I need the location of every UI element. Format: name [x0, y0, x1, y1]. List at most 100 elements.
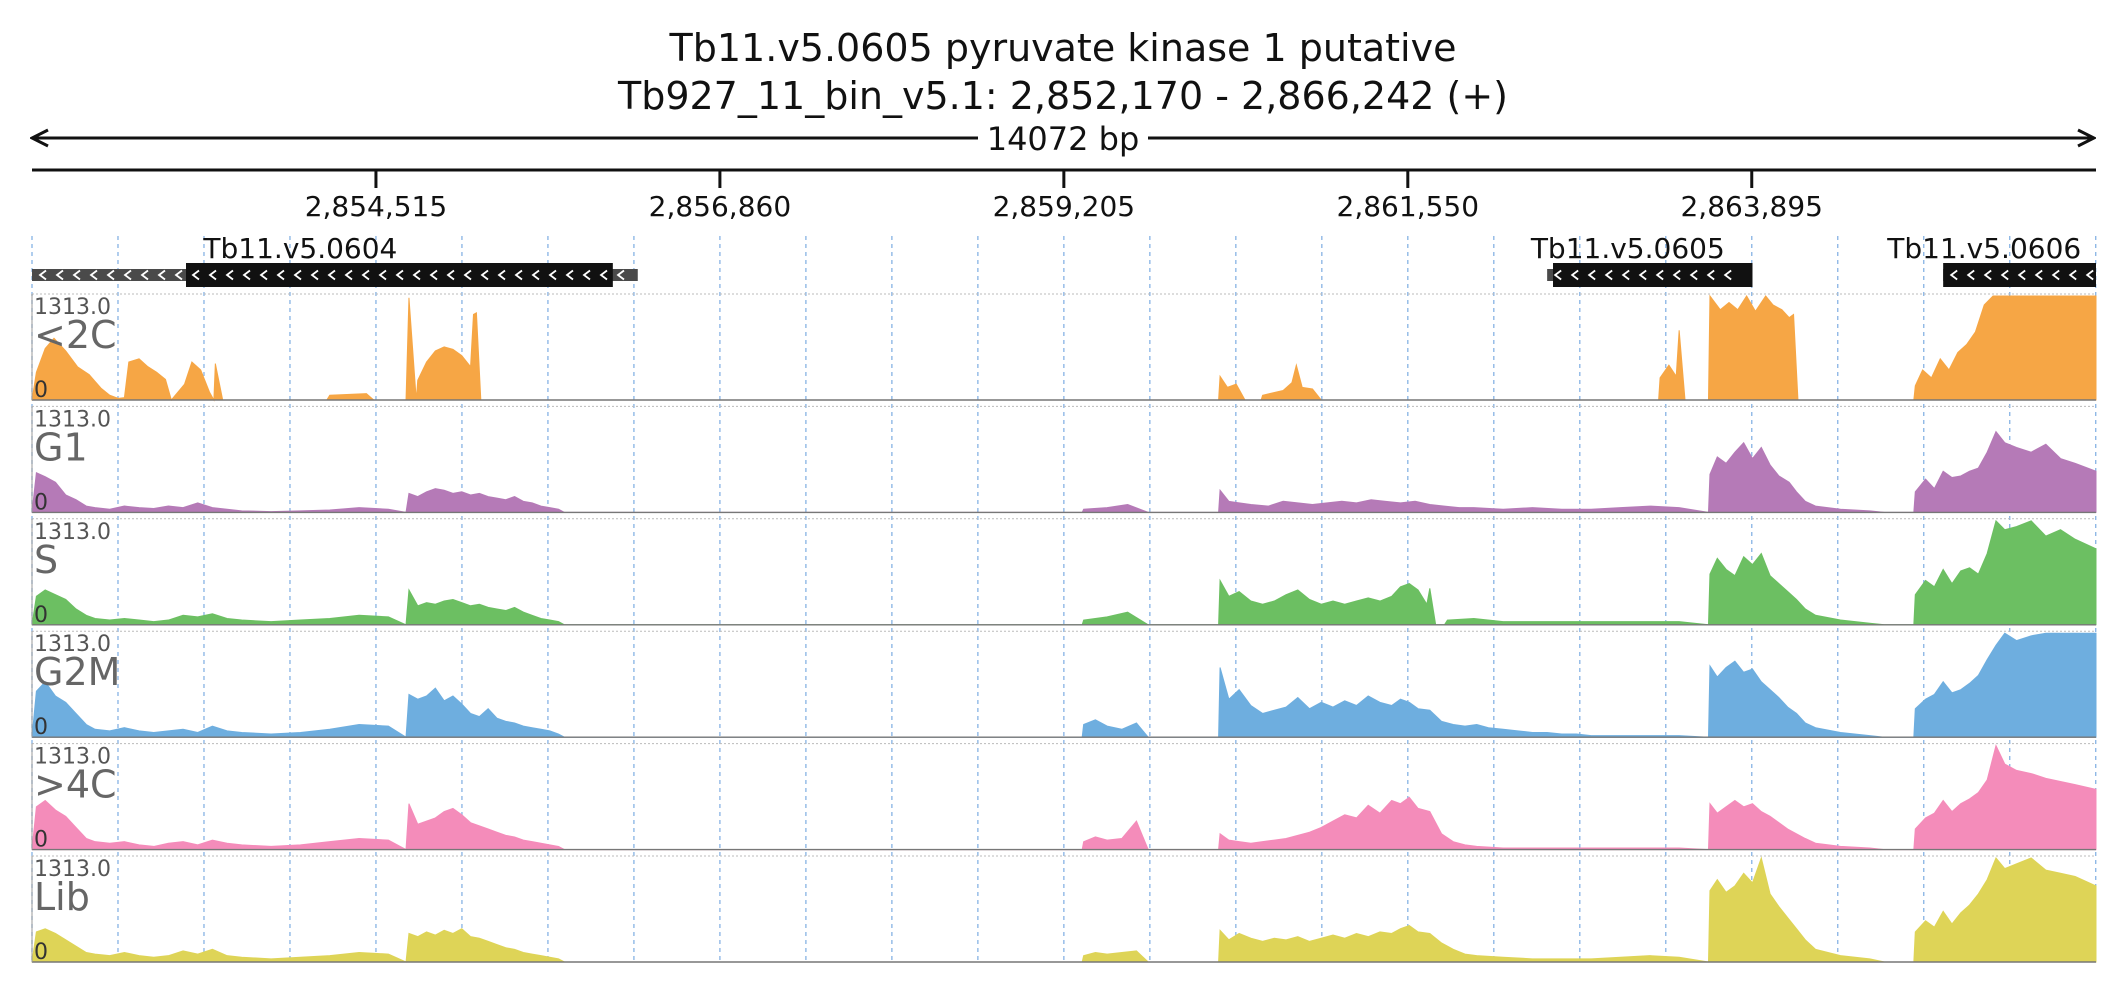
strand-chevron — [174, 269, 183, 281]
strand-chevron — [191, 269, 200, 281]
track-zero-label: 0 — [34, 940, 48, 965]
strand-chevron — [208, 269, 217, 281]
coverage-area — [31, 430, 2097, 513]
strand-chevron — [548, 269, 557, 281]
strand-chevron — [225, 269, 234, 281]
track-max-label: 1313.0 — [34, 857, 111, 882]
strand-chevron — [1621, 269, 1630, 281]
strand-chevron — [72, 269, 81, 281]
strand-chevron — [616, 269, 625, 281]
strand-chevron — [1655, 269, 1664, 281]
gene-label[interactable]: Tb11.v5.0605 — [1530, 232, 1725, 265]
strand-chevron — [2017, 269, 2026, 281]
track-max-label: 1313.0 — [34, 745, 111, 770]
strand-chevron — [327, 269, 336, 281]
track-<2C: 1313.0<2C 0 — [31, 293, 2097, 403]
track-name-label: >4C — [34, 763, 117, 807]
strand-chevron — [1706, 269, 1715, 281]
strand-chevron — [582, 269, 591, 281]
strand-chevron — [242, 269, 251, 281]
strand-chevron — [140, 269, 149, 281]
coverage-tracks: 1313.0<2C01313.0G101313.0S01313.0G2M0131… — [31, 293, 2097, 965]
strand-chevron — [344, 269, 353, 281]
strand-chevron — [1638, 269, 1647, 281]
strand-chevron — [123, 269, 132, 281]
track-name-label: Lib — [34, 875, 90, 919]
gene-cds — [186, 263, 613, 287]
x-tick-label: 2,859,205 — [993, 190, 1136, 223]
strand-chevron — [276, 269, 285, 281]
track-zero-label: 0 — [34, 828, 48, 853]
strand-chevron — [2000, 269, 2009, 281]
track-S: 1313.0S 0 — [31, 518, 2097, 628]
strand-chevron — [1587, 269, 1596, 281]
strand-chevron — [378, 269, 387, 281]
strand-chevron — [463, 269, 472, 281]
track-zero-label: 0 — [34, 490, 48, 515]
strand-chevron — [157, 269, 166, 281]
strand-chevron — [1966, 269, 1975, 281]
strand-chevron — [38, 269, 47, 281]
strand-chevron — [1723, 269, 1732, 281]
strand-chevron — [1689, 269, 1698, 281]
strand-chevron — [2034, 269, 2043, 281]
gene-label[interactable]: Tb11.v5.0606 — [1886, 232, 2081, 265]
gene-Tb11.v5.0605[interactable]: Tb11.v5.0605 — [1530, 232, 1753, 287]
strand-chevron — [1672, 269, 1681, 281]
strand-chevron — [497, 269, 506, 281]
span-indicator: 14072 bp — [32, 120, 2094, 158]
strand-chevron — [2068, 269, 2077, 281]
strand-chevron — [293, 269, 302, 281]
strand-chevron — [1604, 269, 1613, 281]
strand-chevron — [1983, 269, 1992, 281]
gene-Tb11.v5.0606[interactable]: Tb11.v5.0606 — [1886, 232, 2096, 287]
strand-chevron — [55, 269, 64, 281]
x-tick-label: 2,863,895 — [1680, 190, 1823, 223]
strand-chevron — [480, 269, 489, 281]
strand-chevron — [429, 269, 438, 281]
strand-chevron — [1949, 269, 1958, 281]
x-axis: 2,854,515 2,856,860 2,859,205 2,861,550 2,86… — [32, 168, 2096, 223]
gene-track: Tb11.v5.0604 Tb11.v5.0605 Tb11.v5.0606 — [32, 232, 2096, 287]
track-zero-label: 0 — [34, 378, 48, 403]
gene-cds — [1553, 263, 1753, 287]
strand-chevron — [599, 269, 608, 281]
track-max-label: 1313.0 — [34, 407, 111, 432]
track-name-label: G2M — [34, 650, 120, 694]
chart-subtitle: Tb927_11_bin_v5.1: 2,852,170 - 2,866,242… — [617, 74, 1508, 118]
track-max-label: 1313.0 — [34, 520, 111, 545]
x-tick-label: 2,856,860 — [649, 190, 792, 223]
track-G1: 1313.0G1 0 — [31, 405, 2097, 515]
strand-chevron — [259, 269, 268, 281]
strand-chevron — [310, 269, 319, 281]
gene-Tb11.v5.0604[interactable]: Tb11.v5.0604 — [32, 232, 638, 287]
track-zero-label: 0 — [34, 715, 48, 740]
strand-chevron — [89, 269, 98, 281]
track-zero-label: 0 — [34, 603, 48, 628]
strand-chevron — [1570, 269, 1579, 281]
x-tick-label: 2,861,550 — [1337, 190, 1480, 223]
strand-chevron — [531, 269, 540, 281]
strand-chevron — [2085, 269, 2094, 281]
strand-chevron — [1553, 269, 1562, 281]
track-max-label: 1313.0 — [34, 295, 111, 320]
track-max-label: 1313.0 — [34, 632, 111, 657]
strand-chevron — [361, 269, 370, 281]
coverage-area — [31, 294, 2097, 402]
track-name-label: <2C — [34, 313, 117, 357]
strand-chevron — [395, 269, 404, 281]
track-name-label: S — [34, 538, 58, 582]
track->4C: 1313.0>4C 0 — [31, 743, 2097, 853]
x-tick-label: 2,854,515 — [305, 190, 448, 223]
strand-chevron — [565, 269, 574, 281]
strand-chevron — [2051, 269, 2060, 281]
strand-chevron — [412, 269, 421, 281]
strand-chevron — [514, 269, 523, 281]
gene-label[interactable]: Tb11.v5.0604 — [202, 232, 397, 265]
span-label: 14072 bp — [987, 120, 1140, 158]
chart-title: Tb11.v5.0605 pyruvate kinase 1 putative — [669, 26, 1457, 70]
strand-chevron — [446, 269, 455, 281]
